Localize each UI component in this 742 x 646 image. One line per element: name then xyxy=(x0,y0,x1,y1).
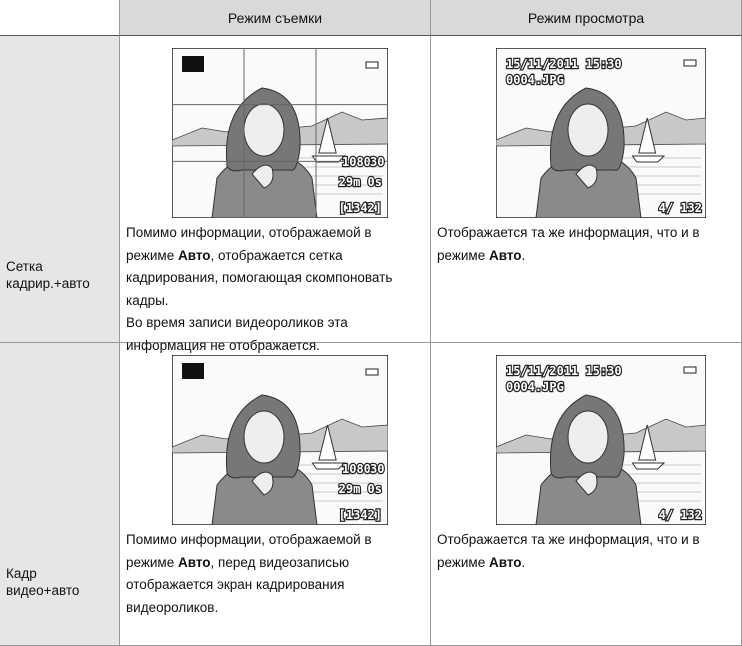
scene-shape xyxy=(575,471,598,496)
shoot-cell: 1080 30 29m 0s [1342] Помимо информации, ото… xyxy=(120,343,431,646)
movie-size: 1080 xyxy=(342,462,371,476)
file-name: 0004.JPG xyxy=(506,380,564,394)
frame-counter: 4/ 132 xyxy=(659,508,702,522)
description: Отображается та же информация, что и в р… xyxy=(437,222,733,267)
row-label: Сетка кадрир.+авто xyxy=(6,259,90,291)
text: . xyxy=(521,554,526,570)
mode-name: Авто xyxy=(177,247,211,263)
battery-icon xyxy=(683,366,697,374)
camera-screen: 15/11/2011 15:30 0004.JPG 4/ 132 xyxy=(496,355,706,525)
scene-shape xyxy=(251,471,274,496)
scene-shape xyxy=(631,117,666,163)
scene-shape xyxy=(251,164,274,189)
scene-shape xyxy=(243,410,285,464)
description: Помимо информации, отображаемой в режиме… xyxy=(126,529,422,619)
text: Помимо информации, отображаемой в режиме xyxy=(126,225,372,263)
paragraph: Помимо информации, отображаемой в режиме… xyxy=(126,529,422,619)
corner-cell xyxy=(0,0,120,36)
frame-counter: 4/ 132 xyxy=(659,201,702,215)
mode-name: Авто xyxy=(488,247,522,263)
description: Помимо информации, отображаемой в режиме… xyxy=(126,222,422,357)
mode-icon xyxy=(182,363,204,379)
text: Отображается та же информация, что и в р… xyxy=(437,225,700,263)
movie-time: 29m 0s xyxy=(339,175,382,189)
scene-shape xyxy=(567,410,609,464)
description: Отображается та же информация, что и в р… xyxy=(437,529,733,574)
view-cell: 15/11/2011 15:30 0004.JPG 4/ 132 Отображает… xyxy=(431,36,742,343)
scene-shape xyxy=(311,424,347,470)
text: Отображается та же информация, что и в р… xyxy=(437,532,700,570)
shots-left: [1342] xyxy=(339,508,382,522)
row-label: Кадр видео+авто xyxy=(6,566,80,598)
mode-name: Авто xyxy=(488,554,522,570)
text: Помимо информации, отображаемой в режиме xyxy=(126,532,372,570)
shoot-cell: 1080 30 29m 0s [1342] Помимо информации, ото… xyxy=(120,36,431,353)
scene-shape xyxy=(575,164,598,189)
camera-screen: 15/11/2011 15:30 0004.JPG 4/ 132 xyxy=(496,48,706,218)
camera-screen: 1080 30 29m 0s [1342] xyxy=(172,48,388,218)
battery-icon xyxy=(365,61,379,69)
paragraph: Отображается та же информация, что и в р… xyxy=(437,529,733,574)
scene-shape xyxy=(631,424,666,470)
date-time: 15/11/2011 15:30 xyxy=(506,364,622,378)
camera-screen: 1080 30 29m 0s [1342] xyxy=(172,355,388,525)
scene-shape xyxy=(567,103,609,157)
date-time: 15/11/2011 15:30 xyxy=(506,57,622,71)
battery-icon xyxy=(683,59,697,67)
battery-icon xyxy=(365,368,379,376)
movie-fps: 30 xyxy=(370,155,384,169)
text: , перед видеозаписью отображается экран … xyxy=(126,554,350,615)
mode-name: Авто xyxy=(177,554,211,570)
paragraph: Отображается та же информация, что и в р… xyxy=(437,222,733,267)
column-header: Режим просмотра xyxy=(431,0,742,36)
column-header: Режим съемки xyxy=(120,0,431,36)
row-header: Сетка кадрир.+авто xyxy=(0,36,120,343)
movie-size: 1080 xyxy=(342,155,371,169)
scene-shape xyxy=(311,117,347,163)
paragraph: Помимо информации, отображаемой в режиме… xyxy=(126,222,422,312)
file-name: 0004.JPG xyxy=(506,73,564,87)
mode-icon xyxy=(182,56,204,72)
text: Во время записи видеороликов эта информа… xyxy=(126,315,348,353)
scene-shape xyxy=(243,103,285,157)
movie-time: 29m 0s xyxy=(339,482,382,496)
scene-shape xyxy=(496,111,706,147)
movie-fps: 30 xyxy=(370,462,384,476)
row-header: Кадр видео+авто xyxy=(0,343,120,646)
paragraph: Во время записи видеороликов эта информа… xyxy=(126,312,422,357)
text: , отображается сетка кадрирования, помог… xyxy=(126,247,393,308)
view-cell: 15/11/2011 15:30 0004.JPG 4/ 132 Отображает… xyxy=(431,343,742,646)
text: . xyxy=(521,247,526,263)
scene-shape xyxy=(496,418,706,454)
shots-left: [1342] xyxy=(339,201,382,215)
